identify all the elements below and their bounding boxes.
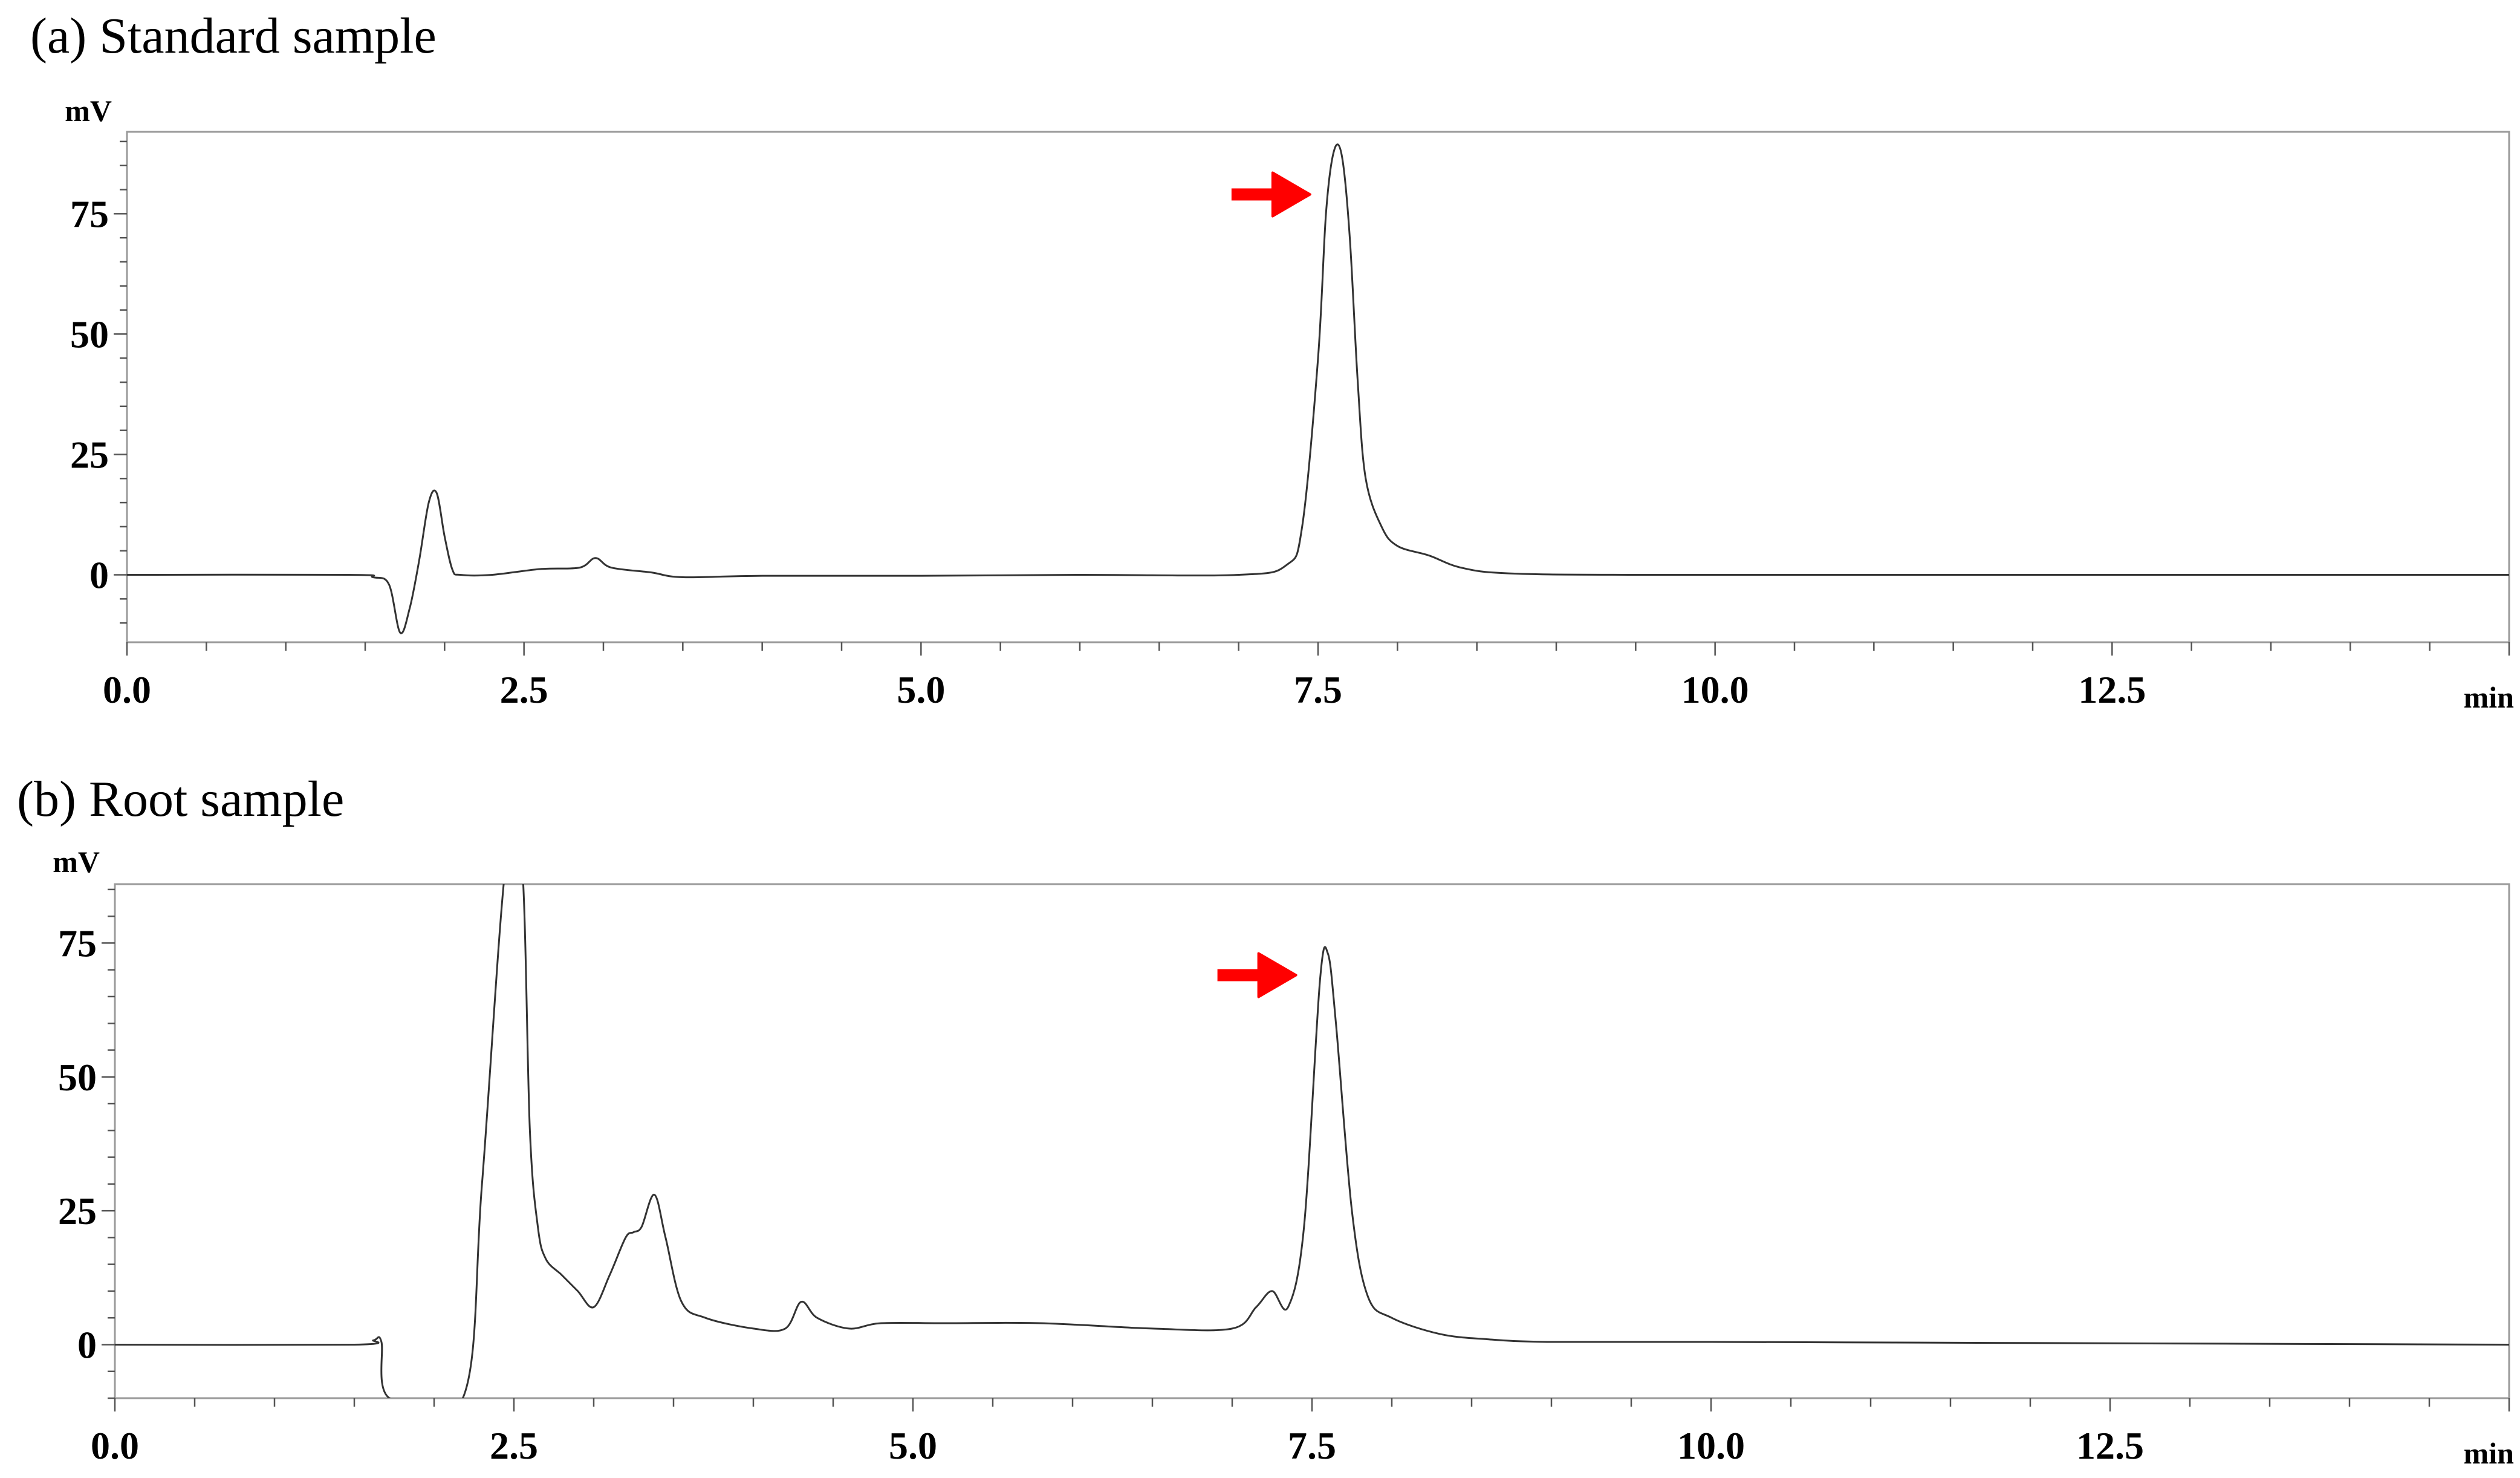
x-tick-label: 10.0	[1681, 668, 1749, 711]
chromatogram-trace	[115, 884, 2509, 1398]
y-axis-unit-label: mV	[65, 94, 112, 128]
x-tick-label: 0.0	[91, 1424, 139, 1467]
panel-title-root-sample: (b) Root sample	[17, 771, 345, 827]
plot-frame	[126, 131, 2510, 643]
y-tick-label: 25	[70, 433, 109, 476]
x-tick-label: 7.5	[1288, 1424, 1336, 1467]
y-axis-unit-label: mV	[53, 845, 100, 879]
chart-panel-root: 0.0 2.5 5.0 7.5 10.0 12.5 0 25 50 75 mV min	[53, 845, 2515, 1470]
x-tick-label: 0.0	[103, 668, 151, 711]
x-tick-label: 2.5	[490, 1424, 538, 1467]
x-tick-label: 5.0	[889, 1424, 937, 1467]
x-tick-label: 2.5	[500, 668, 548, 711]
x-tick-label: 5.0	[897, 668, 945, 711]
chromatogram-trace	[127, 143, 2509, 634]
x-axis-unit-label: min	[2464, 1436, 2515, 1470]
x-tick-label: 7.5	[1294, 668, 1342, 711]
y-tick-label: 50	[70, 313, 109, 356]
y-tick-label: 25	[58, 1190, 97, 1232]
x-axis-unit-label: min	[2464, 680, 2515, 714]
y-tick-label: 75	[58, 922, 97, 965]
y-tick-label: 75	[70, 192, 109, 235]
x-tick-label: 12.5	[2076, 1424, 2144, 1467]
x-tick-label: 10.0	[1677, 1424, 1745, 1467]
panel-title-standard-sample: (a) Standard sample	[30, 8, 437, 64]
peak-arrow-icon	[1217, 952, 1297, 998]
chart-panel-standard: 0.0 2.5 5.0 7.5 10.0 12.5 0 25 50 75 mV min	[65, 94, 2514, 714]
peak-arrow-icon	[1231, 171, 1311, 218]
y-tick-label: 50	[58, 1056, 97, 1099]
y-tick-label: 0	[89, 554, 109, 597]
y-tick-label: 0	[77, 1323, 97, 1366]
x-tick-label: 12.5	[2078, 668, 2146, 711]
